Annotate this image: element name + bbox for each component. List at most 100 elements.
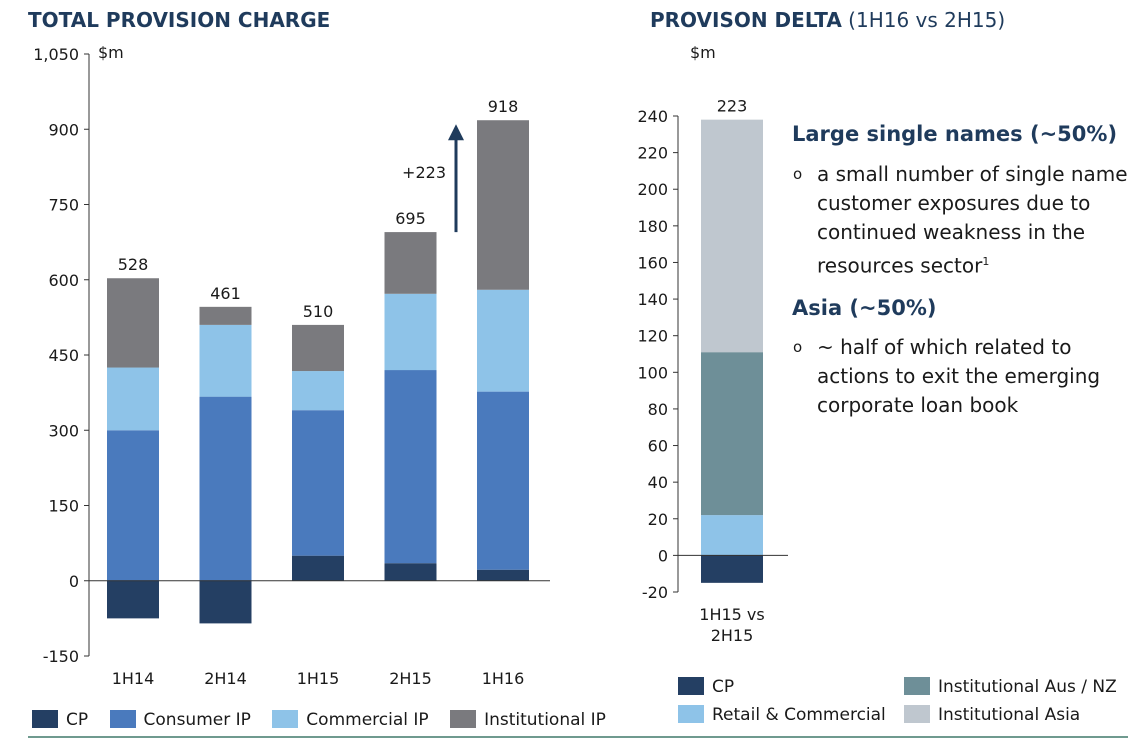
left-unit-label: $m <box>98 43 124 62</box>
increase-arrow-head-icon <box>448 124 464 141</box>
bar-total-label: 528 <box>118 255 149 274</box>
bullet-circle-icon: o <box>793 338 803 356</box>
bar-segment-institutional-asia-1h15-vs-2h15 <box>701 119 763 353</box>
y-tick-label: 200 <box>637 180 668 199</box>
right-stacked-bar-chart: -20 0 20 40 60 80 100 120 140 160 180 200 220 240 223 1… <box>637 43 788 645</box>
note-heading-asia: Asia (~50%) <box>792 296 937 320</box>
legend-item-commercial-ip: Commercial IP <box>272 710 429 730</box>
bar-segment-consumer-ip-1h14 <box>107 430 159 581</box>
x-category-label: 1H15 vs <box>699 605 764 624</box>
right-chart-title-sub: (1H16 vs 2H15) <box>841 8 1006 32</box>
bar-segment-consumer-ip-2h14 <box>199 396 252 581</box>
left-legend: CP Consumer IP Commercial IP Institution… <box>32 710 622 730</box>
note-text-large-single-names: a small number of single name customer e… <box>817 162 1128 278</box>
y-tick-label: 450 <box>48 346 79 365</box>
bar-segment-cp-2h14 <box>199 580 252 624</box>
legend-swatch-retail <box>678 705 704 723</box>
y-tick-label: 140 <box>637 290 668 309</box>
y-tick-label: 0 <box>69 572 79 591</box>
bullet-circle-icon: o <box>793 165 803 183</box>
legend-swatch-cp <box>32 710 58 728</box>
bar-segment-commercial-ip-1h14 <box>107 367 159 431</box>
legend-swatch-consumer-ip <box>109 710 136 728</box>
note-heading-large-single-names: Large single names (~50%) <box>792 122 1118 146</box>
bar-segment-institutional-ip-1h14 <box>107 278 159 368</box>
legend-label-cp-delta: CP <box>712 677 735 697</box>
right-legend-item-inst-aus: Institutional Aus / NZ <box>904 677 1117 697</box>
legend-label-institutional-ip: Institutional IP <box>484 710 606 730</box>
y-tick-label: 750 <box>48 196 79 215</box>
y-tick-label: -150 <box>43 647 79 666</box>
left-stacked-bar-chart: -150 0 150 300 450 600 750 900 1,050 528 1H14 461 2H… <box>33 43 550 688</box>
bar-segment-institutional-ip-2h14 <box>199 306 252 325</box>
y-tick-label: 120 <box>637 327 668 346</box>
bar-segment-institutional-aus-nz-1h15-vs-2h15 <box>701 352 763 516</box>
right-unit-label: $m <box>690 43 716 62</box>
note-bullet-large-single-names: o a small number of single name customer … <box>793 160 1144 281</box>
bar-segment-commercial-ip-2h15 <box>384 293 437 371</box>
bar-segment-commercial-ip-1h16 <box>477 289 529 392</box>
y-tick-label: 150 <box>48 497 79 516</box>
bar-segment-cp-2h15 <box>384 563 437 581</box>
bar-segment-consumer-ip-1h16 <box>477 391 529 570</box>
legend-label-cp: CP <box>66 710 89 730</box>
bar-segment-institutional-ip-1h16 <box>477 120 529 290</box>
bar-segment-cp-1h15 <box>292 555 344 581</box>
x-category-label: 1H16 <box>482 669 525 688</box>
x-category-label: 1H15 <box>297 669 340 688</box>
bar-segment-cp-1h16 <box>477 569 529 581</box>
legend-label-retail: Retail & Commercial <box>712 705 886 725</box>
legend-label-commercial-ip: Commercial IP <box>306 710 429 730</box>
bar-segment-consumer-ip-1h15 <box>292 410 344 556</box>
bar-segment-consumer-ip-2h15 <box>384 370 437 564</box>
y-tick-label: 220 <box>637 144 668 163</box>
bar-total-label: 510 <box>303 302 334 321</box>
bar-segment-commercial-ip-1h15 <box>292 371 344 411</box>
y-tick-label: 1,050 <box>33 45 79 64</box>
y-tick-label: 60 <box>648 437 668 456</box>
footnote-marker: 1 <box>982 255 990 268</box>
bar-total-label: 461 <box>210 284 241 303</box>
y-tick-label: 40 <box>648 473 668 492</box>
bar-total-label: 695 <box>395 209 426 228</box>
bar-total-label: 918 <box>488 97 519 116</box>
legend-swatch-commercial-ip <box>272 710 299 728</box>
legend-swatch-inst-aus <box>904 677 930 695</box>
note-text-asia: ~ half of which related to actions to ex… <box>817 335 1101 417</box>
x-category-label: 2H15 <box>389 669 432 688</box>
bar-segment-cp-1h14 <box>107 580 159 619</box>
right-chart-title: PROVISON DELTA (1H16 vs 2H15) <box>650 8 1005 32</box>
x-category-label: 1H14 <box>112 669 155 688</box>
right-legend-item-inst-asia: Institutional Asia <box>904 705 1080 725</box>
bar-segment-commercial-ip-2h14 <box>199 324 252 397</box>
right-legend-item-retail: Retail & Commercial <box>678 705 886 725</box>
y-tick-label: 160 <box>637 253 668 272</box>
y-tick-label: 0 <box>658 546 668 565</box>
bar-total-label: 223 <box>717 97 748 116</box>
x-category-label: 2H15 <box>711 626 754 645</box>
legend-swatch-inst-asia <box>904 705 930 723</box>
y-tick-label: 240 <box>637 107 668 126</box>
legend-label-consumer-ip: Consumer IP <box>143 710 251 730</box>
bar-segment-institutional-ip-1h15 <box>292 324 344 372</box>
y-tick-label: 180 <box>637 217 668 236</box>
increase-annotation-label: +223 <box>402 163 446 182</box>
legend-swatch-cp-delta <box>678 677 704 695</box>
y-tick-label: 100 <box>637 363 668 382</box>
legend-label-inst-asia: Institutional Asia <box>938 705 1081 725</box>
x-category-label: 2H14 <box>204 669 247 688</box>
y-tick-label: 80 <box>648 400 668 419</box>
bar-segment-institutional-ip-2h15 <box>384 232 437 294</box>
note-bullet-asia: o ~ half of which related to actions to e… <box>793 333 1144 420</box>
y-tick-label: 900 <box>48 120 79 139</box>
bar-segment-cp-1h15-vs-2h15 <box>701 555 763 583</box>
legend-swatch-institutional-ip <box>450 710 477 728</box>
legend-label-inst-aus: Institutional Aus / NZ <box>938 677 1117 697</box>
legend-item-consumer-ip: Consumer IP <box>109 710 251 730</box>
bottom-divider <box>28 736 1128 738</box>
y-tick-label: -20 <box>642 583 668 602</box>
right-legend-item-cp: CP <box>678 677 734 697</box>
legend-item-institutional-ip: Institutional IP <box>450 710 606 730</box>
bar-segment-retail-commercial-1h15-vs-2h15 <box>701 515 763 556</box>
